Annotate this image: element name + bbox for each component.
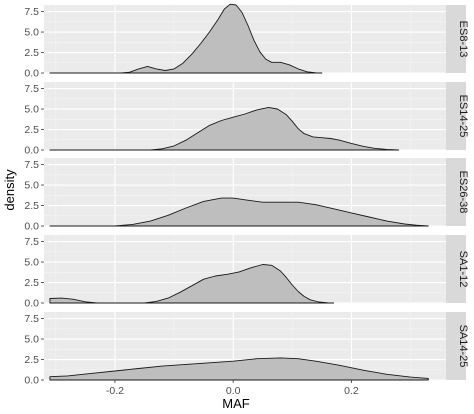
y-tick-label: 5.0 (24, 334, 39, 346)
y-tick-label: 7.5 (24, 159, 39, 171)
facet-panel-3: 0.0 2.5 5.0 7.5 ES26-38 (24, 158, 469, 233)
facet-strip (446, 235, 466, 303)
y-tick-label: 5.0 (24, 27, 39, 39)
facet-strip (446, 82, 466, 150)
facet-strip-label: SA14-25 (457, 325, 469, 368)
x-tick-label: 0.2 (344, 385, 359, 397)
density-area-SA14-25 (49, 357, 429, 381)
facet-strip (446, 312, 466, 380)
y-tick-label: 2.5 (24, 354, 39, 366)
x-tick-label: 0.0 (226, 385, 241, 397)
y-tick-label: 7.5 (24, 83, 39, 95)
y-tick-label: 2.5 (24, 124, 39, 136)
facet-strip-label: ES8-13 (457, 21, 469, 58)
y-tick-label: 7.5 (24, 236, 39, 248)
facet-strip (446, 158, 466, 226)
facet-panel-5: 0.0 2.5 5.0 7.5 SA14-25 (24, 312, 469, 387)
y-tick-label: 5.0 (24, 104, 39, 116)
facet-strip (446, 5, 466, 73)
facet-panel-2: 0.0 2.5 5.0 7.5 ES14-25 (24, 82, 469, 157)
density-area-ES26-38 (49, 197, 429, 227)
y-tick-label: 5.0 (24, 257, 39, 269)
facet-panels: 0.02.55.07.5ES8-130.02.55.07.5ES14-250.0… (24, 3, 469, 397)
density-area-SA1-12 (49, 264, 335, 304)
y-tick-label: 7.5 (24, 313, 39, 325)
x-tick-label: -0.2 (106, 385, 124, 397)
facet-strip-label: SA1-12 (457, 251, 469, 288)
facet-strip-label: ES26-38 (457, 171, 469, 214)
y-tick-label: 0.0 (24, 68, 39, 80)
x-axis: -0.2 0.0 0.2 (106, 380, 359, 397)
facet-strip-label: ES14-25 (457, 95, 469, 138)
x-axis-title: MAF (222, 396, 250, 411)
y-tick-label: 0.0 (24, 221, 39, 233)
y-axis-title: density (2, 169, 17, 211)
y-tick-label: 7.5 (24, 6, 39, 18)
y-tick-label: 0.0 (24, 375, 39, 387)
facet-panel-1: 0.0 2.5 5.0 7.5 ES8-13 (24, 3, 469, 80)
y-tick-label: 2.5 (24, 47, 39, 59)
facet-panel-4: 0.0 2.5 5.0 7.5 SA1-12 (24, 235, 469, 310)
y-tick-label: 5.0 (24, 180, 39, 192)
y-tick-label: 2.5 (24, 277, 39, 289)
y-tick-label: 0.0 (24, 298, 39, 310)
density-area-ES8-13 (49, 3, 323, 74)
density-area-ES14-25 (49, 106, 400, 151)
y-tick-label: 0.0 (24, 145, 39, 157)
y-tick-label: 2.5 (24, 200, 39, 212)
